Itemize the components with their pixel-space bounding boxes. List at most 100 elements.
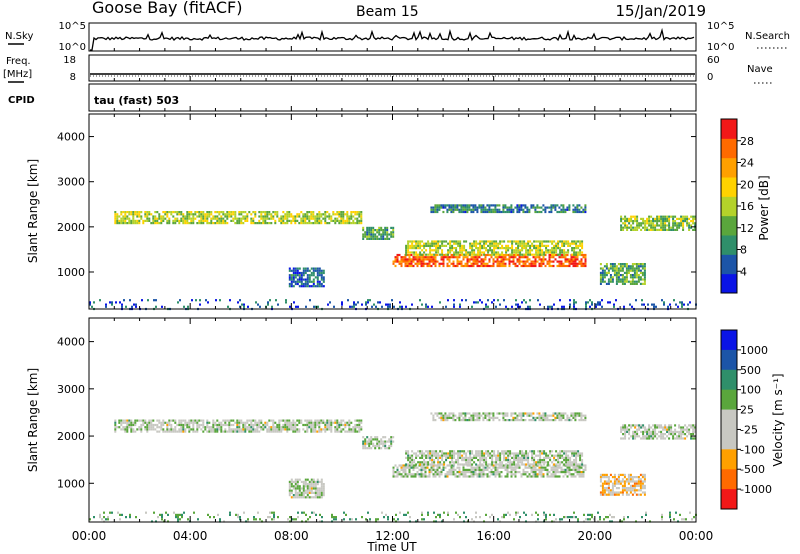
heatmap-cell [611,489,614,492]
heatmap-cell [308,280,311,283]
heatmap-cell [421,303,423,306]
heatmap-cell [427,463,430,466]
heatmap-cell [242,211,245,214]
heatmap-cell [318,423,321,427]
heatmap-cell [136,428,139,431]
heatmap-cell [162,217,165,220]
heatmap-cell [188,215,191,218]
heatmap-cell [140,419,143,422]
heatmap-cell [177,518,179,521]
heatmap-cell [550,206,553,209]
heatmap-cell [176,211,179,214]
heatmap-cell [313,511,315,514]
heatmap-cell [497,251,500,254]
heatmap-cell [405,456,408,459]
heatmap-cell [492,262,495,265]
heatmap-cell [526,412,529,415]
heatmap-cell [300,419,303,422]
heatmap-cell [621,265,624,268]
heatmap-cell [428,473,431,476]
heatmap-cell [692,433,695,436]
heatmap-cell [472,204,475,207]
heatmap-cell [300,276,303,279]
heatmap-cell [156,426,159,429]
heatmap-cell [198,426,201,429]
heatmap-cell [536,210,539,214]
heatmap-cell [479,249,482,252]
heatmap-cell [288,428,291,431]
heatmap-cell [664,228,667,231]
heatmap-cell [411,251,414,254]
heatmap-cell [630,224,633,227]
heatmap-cell [520,264,523,268]
heatmap-cell [442,210,445,214]
heatmap-cell [678,222,681,225]
heatmap-cell [505,450,508,453]
heatmap-cell [679,301,681,304]
heatmap-cell [684,215,687,218]
heatmap-cell [547,244,550,247]
heatmap-cell [421,450,424,453]
heatmap-cell [322,494,325,497]
heatmap-cell [324,215,327,218]
heatmap-cell [318,280,321,283]
heatmap-cell [694,228,697,231]
heatmap-cell [132,217,135,220]
heatmap-cell [533,244,536,247]
heatmap-cell [304,219,307,222]
heatmap-cell [539,303,541,306]
heatmap-cell [678,435,681,438]
heatmap-cell [298,278,301,281]
heatmap-cell [574,419,577,422]
heatmap-cell [192,428,195,431]
heatmap-cell [402,471,405,474]
heatmap-cell [526,260,529,263]
heatmap-cell [298,428,301,431]
heatmap-cell [166,213,169,216]
heatmap-cell [412,473,415,476]
heatmap-cell [690,215,693,218]
heatmap-cell [236,421,239,424]
heatmap-cell [483,454,486,457]
colorbar-segment [721,235,737,255]
heatmap-cell [162,428,165,431]
heatmap-cell [411,242,414,245]
heatmap-cell [362,229,365,232]
heatmap-cell [527,244,530,247]
heatmap-cell [239,516,241,519]
heatmap-cell [416,466,419,469]
heatmap-cell [292,274,295,277]
heatmap-cell [518,466,521,469]
heatmap-cell [682,437,685,440]
heatmap-cell [346,213,349,216]
heatmap-cell [408,258,411,261]
heatmap-cell [431,240,434,243]
heatmap-cell [488,204,491,207]
heatmap-cell [204,215,207,218]
heatmap-cell [374,235,377,238]
heatmap-cell [444,206,447,209]
heatmap-cell [662,215,665,218]
heatmap-cell [118,421,121,424]
heatmap-cell [487,240,490,243]
heatmap-cell [568,466,571,469]
heatmap-cell [418,260,421,263]
heatmap-cell [420,471,423,474]
site-title: Goose Bay (fitACF) [92,0,242,17]
heatmap-cell [509,452,512,455]
heatmap-cell [432,419,435,422]
heatmap-cell [460,264,463,268]
heatmap-cell [304,496,307,499]
heatmap-cell [124,419,127,422]
heatmap-cell [154,219,157,222]
heatmap-cell [437,463,440,466]
heatmap-cell [549,450,552,453]
heatmap-cell [314,421,317,424]
heatmap-cell [432,260,435,263]
heatmap-cell [429,452,432,455]
heatmap-cell [222,217,225,220]
heatmap-cell [324,219,327,222]
heatmap-cell [458,262,461,265]
heatmap-cell [417,450,420,453]
heatmap-cell [494,256,497,259]
